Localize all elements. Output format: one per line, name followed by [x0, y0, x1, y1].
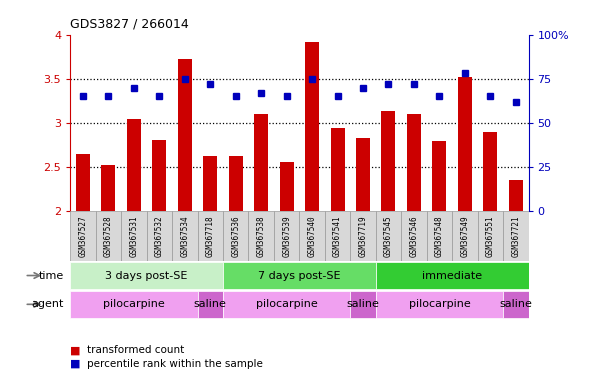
Bar — [223, 291, 350, 318]
Bar — [197, 291, 223, 318]
Bar — [401, 211, 426, 261]
Bar — [76, 154, 90, 211]
Text: GSM367539: GSM367539 — [282, 215, 291, 257]
Bar — [152, 140, 166, 211]
Bar — [121, 211, 147, 261]
Text: GSM367531: GSM367531 — [130, 215, 139, 257]
Bar — [433, 141, 447, 211]
Text: saline: saline — [499, 299, 532, 310]
Text: GSM367719: GSM367719 — [359, 215, 368, 257]
Text: pilocarpine: pilocarpine — [103, 299, 165, 310]
Bar — [223, 262, 376, 289]
Bar — [452, 211, 478, 261]
Text: GSM367541: GSM367541 — [333, 215, 342, 257]
Bar — [503, 291, 529, 318]
Text: GSM367551: GSM367551 — [486, 215, 495, 257]
Text: GSM367538: GSM367538 — [257, 215, 266, 257]
Bar — [70, 211, 96, 261]
Text: GSM367532: GSM367532 — [155, 215, 164, 257]
Bar — [223, 211, 249, 261]
Bar — [331, 128, 345, 211]
Bar — [305, 41, 319, 211]
Bar — [426, 211, 452, 261]
Bar — [280, 162, 294, 211]
Bar — [70, 291, 197, 318]
Bar — [127, 119, 141, 211]
Bar — [203, 156, 218, 211]
Bar — [254, 114, 268, 211]
Bar — [350, 291, 376, 318]
Bar — [478, 211, 503, 261]
Text: GSM367534: GSM367534 — [180, 215, 189, 257]
Bar — [70, 262, 223, 289]
Bar — [350, 211, 376, 261]
Bar — [509, 180, 523, 211]
Text: 7 days post-SE: 7 days post-SE — [258, 270, 341, 281]
Text: ■: ■ — [70, 345, 81, 355]
Text: GSM367721: GSM367721 — [511, 215, 521, 257]
Bar — [274, 211, 299, 261]
Text: GSM367527: GSM367527 — [78, 215, 87, 257]
Bar — [381, 111, 395, 211]
Bar — [407, 114, 421, 211]
Text: GSM367548: GSM367548 — [435, 215, 444, 257]
Bar — [197, 211, 223, 261]
Text: GDS3827 / 266014: GDS3827 / 266014 — [70, 18, 189, 31]
Text: agent: agent — [32, 299, 64, 310]
Text: time: time — [39, 270, 64, 281]
Text: immediate: immediate — [422, 270, 482, 281]
Text: ■: ■ — [70, 359, 81, 369]
Text: 3 days post-SE: 3 days post-SE — [106, 270, 188, 281]
Bar — [376, 211, 401, 261]
Text: GSM367718: GSM367718 — [206, 215, 215, 257]
Bar — [356, 138, 370, 211]
Text: pilocarpine: pilocarpine — [256, 299, 318, 310]
Bar — [503, 211, 529, 261]
Bar — [101, 165, 115, 211]
Text: transformed count: transformed count — [87, 345, 185, 355]
Bar — [483, 132, 497, 211]
Bar — [96, 211, 121, 261]
Text: GSM367528: GSM367528 — [104, 215, 113, 257]
Bar — [299, 211, 325, 261]
Bar — [178, 59, 192, 211]
Text: pilocarpine: pilocarpine — [409, 299, 470, 310]
Text: saline: saline — [346, 299, 379, 310]
Text: GSM367536: GSM367536 — [231, 215, 240, 257]
Bar — [376, 291, 503, 318]
Text: GSM367546: GSM367546 — [409, 215, 419, 257]
Bar — [147, 211, 172, 261]
Text: percentile rank within the sample: percentile rank within the sample — [87, 359, 263, 369]
Text: saline: saline — [194, 299, 227, 310]
Bar — [172, 211, 197, 261]
Text: GSM367545: GSM367545 — [384, 215, 393, 257]
Text: GSM367540: GSM367540 — [307, 215, 316, 257]
Bar — [376, 262, 529, 289]
Bar — [249, 211, 274, 261]
Bar — [325, 211, 350, 261]
Bar — [458, 77, 472, 211]
Text: GSM367549: GSM367549 — [460, 215, 469, 257]
Bar — [229, 156, 243, 211]
